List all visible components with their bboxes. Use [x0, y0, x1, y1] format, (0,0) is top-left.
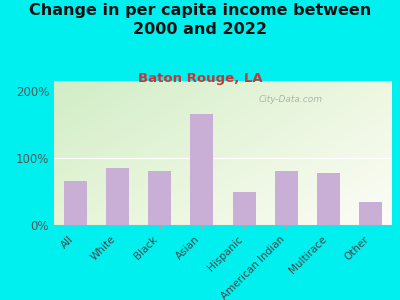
Text: City-Data.com: City-Data.com	[259, 95, 323, 104]
Bar	[190, 115, 214, 225]
Bar	[359, 202, 382, 225]
Text: Baton Rouge, LA: Baton Rouge, LA	[138, 72, 262, 85]
Bar	[64, 182, 87, 225]
Bar	[317, 173, 340, 225]
Text: Change in per capita income between
2000 and 2022: Change in per capita income between 2000…	[29, 3, 371, 37]
Bar	[275, 171, 298, 225]
Bar	[148, 171, 171, 225]
Bar	[232, 191, 256, 225]
Bar	[106, 168, 129, 225]
